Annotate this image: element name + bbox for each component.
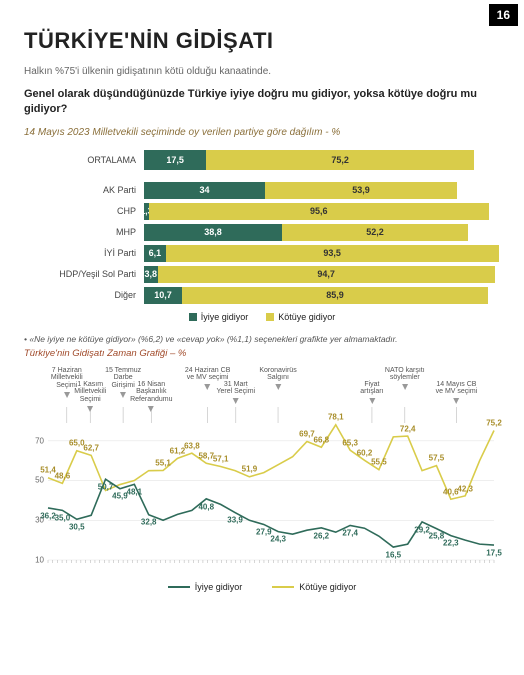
line-legend: İyiye gidiyor Kötüye gidiyor xyxy=(24,582,500,592)
bar-segment-bad: 52,2 xyxy=(282,224,468,241)
time-line-chart: 1030507051,448,665,062,755,161,263,858,7… xyxy=(24,363,500,578)
bar-label: CHP xyxy=(24,206,144,216)
data-label: 65,0 xyxy=(69,439,85,448)
data-label: 65,3 xyxy=(342,438,358,447)
bar-segment-good: 17,5 xyxy=(144,150,206,170)
bar-row: MHP38,852,2 xyxy=(24,224,500,241)
bar-segment-good: 10,7 xyxy=(144,287,182,304)
bar-segment-good: 6,1 xyxy=(144,245,166,262)
data-label: 55,1 xyxy=(155,459,171,468)
line-legend-good: İyiye gidiyor xyxy=(195,582,243,592)
bar-track: 3453,9 xyxy=(144,182,500,199)
data-label: 51,9 xyxy=(242,465,258,474)
chart-annotation: 1 KasımMilletvekiliSeçimi xyxy=(74,381,106,412)
data-label: 27,4 xyxy=(342,529,358,538)
data-label: 16,5 xyxy=(385,550,401,559)
legend-good: İyiye gidiyor xyxy=(201,312,249,322)
line-legend-bad: Kötüye gidiyor xyxy=(299,582,356,592)
page-title: TÜRKİYE'NİN GİDİŞATI xyxy=(24,28,500,54)
data-label: 45,9 xyxy=(112,492,128,501)
bar-label: ORTALAMA xyxy=(24,155,144,165)
data-label: 27,9 xyxy=(256,528,272,537)
bar-track: 17,575,2 xyxy=(144,150,500,170)
chart-annotation: 16 NisanBaşkanlıkReferandumu xyxy=(130,381,172,412)
bar-label: İYİ Parti xyxy=(24,248,144,258)
chart-annotation: NATO karşıtısöylemler xyxy=(385,367,425,390)
data-label: 69,7 xyxy=(299,430,315,439)
footnote: • «Ne iyiye ne kötüye gidiyor» (%6,2) ve… xyxy=(24,334,500,344)
bar-row: Diğer10,785,9 xyxy=(24,287,500,304)
data-label: 30,5 xyxy=(69,522,85,531)
bar-track: 1,395,6 xyxy=(144,203,500,220)
data-label: 17,5 xyxy=(486,548,502,557)
data-label: 32,8 xyxy=(141,518,157,527)
data-label: 26,2 xyxy=(314,531,330,540)
data-label: 40,6 xyxy=(443,487,459,496)
data-label: 55,5 xyxy=(371,458,387,467)
page-content: TÜRKİYE'NİN GİDİŞATI Halkın %75'i ülkeni… xyxy=(0,0,524,602)
survey-question: Genel olarak düşündüğünüzde Türkiye iyiy… xyxy=(24,87,500,117)
bar-row: CHP1,395,6 xyxy=(24,203,500,220)
bar-segment-bad: 75,2 xyxy=(206,150,474,170)
data-label: 25,8 xyxy=(429,532,445,541)
data-label: 48,1 xyxy=(127,488,143,497)
data-label: 51,4 xyxy=(40,466,56,475)
bar-row: İYİ Parti6,193,5 xyxy=(24,245,500,262)
bar-row: AK Parti3453,9 xyxy=(24,182,500,199)
data-label: 24,3 xyxy=(270,535,286,544)
breakdown-title: 14 Mayıs 2023 Milletvekili seçiminde oy … xyxy=(24,127,500,138)
bar-segment-bad: 93,5 xyxy=(166,245,499,262)
bar-segment-bad: 94,7 xyxy=(158,266,495,283)
data-label: 36,2 xyxy=(40,511,56,520)
bar-label: Diğer xyxy=(24,290,144,300)
party-bar-chart: ORTALAMA17,575,2AK Parti3453,9CHP1,395,6… xyxy=(24,150,500,304)
data-label: 57,5 xyxy=(429,454,445,463)
bar-row: HDP/Yeşil Sol Parti3,894,7 xyxy=(24,266,500,283)
bar-row: ORTALAMA17,575,2 xyxy=(24,150,500,170)
bar-track: 3,894,7 xyxy=(144,266,500,283)
bar-segment-good: 3,8 xyxy=(144,266,158,283)
data-label: 75,2 xyxy=(486,419,502,428)
time-chart-title: Türkiye'nin Gidişatı Zaman Grafiği – % xyxy=(24,348,500,359)
data-label: 22,3 xyxy=(443,539,459,548)
data-label: 66,8 xyxy=(314,435,330,444)
bar-label: HDP/Yeşil Sol Parti xyxy=(24,269,144,279)
data-label: 62,7 xyxy=(83,444,99,453)
chart-annotation: 14 Mayıs CBve MV seçimi xyxy=(436,381,478,404)
subtitle: Halkın %75'i ülkenin gidişatının kötü ol… xyxy=(24,66,500,77)
data-label: 72,4 xyxy=(400,424,416,433)
bar-segment-bad: 85,9 xyxy=(182,287,488,304)
data-label: 50,7 xyxy=(98,482,114,491)
data-label: 40,8 xyxy=(198,502,214,511)
bar-legend: İyiye gidiyor Kötüye gidiyor xyxy=(24,312,500,322)
chart-annotation: 31 MartYerel Seçimi xyxy=(216,381,255,404)
bar-label: AK Parti xyxy=(24,185,144,195)
bar-segment-good: 38,8 xyxy=(144,224,282,241)
data-label: 48,6 xyxy=(55,472,71,481)
page-number: 16 xyxy=(489,4,518,26)
data-label: 57,1 xyxy=(213,455,229,464)
data-label: 42,3 xyxy=(457,484,473,493)
data-label: 61,2 xyxy=(170,447,186,456)
data-label: 33,9 xyxy=(227,516,243,525)
data-label: 63,8 xyxy=(184,441,200,450)
bar-track: 6,193,5 xyxy=(144,245,500,262)
legend-bad: Kötüye gidiyor xyxy=(278,312,335,322)
bar-track: 10,785,9 xyxy=(144,287,500,304)
data-label: 58,7 xyxy=(198,451,214,460)
bar-segment-bad: 53,9 xyxy=(265,182,457,199)
bar-label: MHP xyxy=(24,227,144,237)
bar-segment-good: 34 xyxy=(144,182,265,199)
data-label: 35,0 xyxy=(55,514,71,523)
data-label: 78,1 xyxy=(328,413,344,422)
bar-segment-bad: 95,6 xyxy=(149,203,489,220)
chart-annotation: KoronavirüsSalgını xyxy=(259,367,296,390)
data-label: 60,2 xyxy=(357,449,373,458)
bar-track: 38,852,2 xyxy=(144,224,500,241)
chart-annotation: Fiyatartışları xyxy=(360,381,383,404)
data-label: 29,2 xyxy=(414,525,430,534)
